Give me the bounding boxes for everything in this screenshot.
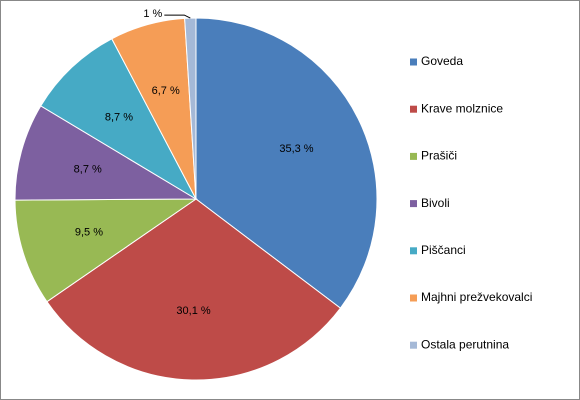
legend-swatch — [410, 247, 417, 255]
value-label: 30,1 % — [176, 305, 210, 317]
pie-slice — [40, 38, 198, 201]
value-label: 8,7 % — [74, 163, 102, 175]
value-label: 8,7 % — [105, 111, 133, 123]
legend-text: Piščanci — [421, 243, 466, 257]
legend-swatch — [410, 294, 417, 302]
legend-text: Prašiči — [421, 149, 457, 163]
legend-text: Ostala perutnina — [421, 337, 509, 351]
value-label: 6,7 % — [152, 85, 180, 97]
legend-swatch — [410, 152, 417, 160]
legend-swatch — [410, 105, 417, 113]
pie-slice — [46, 198, 342, 381]
value-label: 1 % — [143, 8, 162, 20]
pie-slice — [195, 17, 378, 309]
legend-swatch — [410, 200, 417, 208]
pie-slice — [14, 105, 198, 201]
pie-slice — [184, 17, 197, 200]
legend-text: Krave molznice — [421, 101, 503, 115]
value-label: 9,5 % — [75, 227, 103, 239]
pie-slice — [14, 198, 198, 303]
legend-swatch — [410, 58, 417, 66]
legend-text: Majhni prežvekovalci — [421, 290, 532, 304]
leader-line — [164, 14, 191, 19]
legend-swatch — [410, 341, 417, 349]
legend-text: Goveda — [421, 54, 463, 68]
value-label: 35,3 % — [279, 143, 313, 155]
legend-text: Bivoli — [421, 196, 450, 210]
